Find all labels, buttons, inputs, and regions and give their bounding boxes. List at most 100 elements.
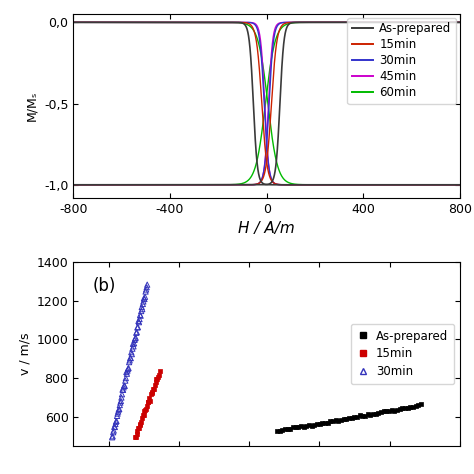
30min <box>117 397 125 405</box>
As-prepared <box>273 427 281 435</box>
As-prepared <box>445 19 451 25</box>
30min <box>122 374 129 382</box>
60min <box>71 182 76 188</box>
15min <box>134 427 141 435</box>
As-prepared <box>369 410 377 417</box>
15min <box>457 19 463 25</box>
15min <box>146 394 153 401</box>
Legend: As-prepared, 15min, 30min: As-prepared, 15min, 30min <box>351 324 454 384</box>
As-prepared <box>410 403 417 410</box>
As-prepared <box>71 182 76 188</box>
30min <box>125 365 132 372</box>
Line: 15min: 15min <box>73 22 460 185</box>
30min <box>236 182 242 188</box>
15min <box>156 367 164 375</box>
30min <box>132 329 140 337</box>
30min <box>120 383 128 391</box>
30min <box>351 19 357 25</box>
As-prepared <box>335 417 342 425</box>
30min <box>124 367 131 374</box>
30min <box>133 328 141 336</box>
As-prepared <box>396 405 403 413</box>
As-prepared <box>346 414 353 421</box>
As-prepared <box>313 420 321 428</box>
30min <box>143 283 150 291</box>
As-prepared <box>374 410 382 417</box>
30min <box>128 348 135 356</box>
30min <box>116 401 124 409</box>
30min <box>131 336 138 344</box>
15min <box>135 424 143 432</box>
45min <box>445 19 451 25</box>
60min <box>254 158 260 164</box>
As-prepared <box>385 407 393 415</box>
As-prepared <box>380 408 388 415</box>
As-prepared <box>415 401 422 409</box>
As-prepared <box>367 411 374 419</box>
30min <box>144 281 151 289</box>
30min <box>130 343 137 350</box>
30min <box>139 300 146 308</box>
As-prepared <box>233 182 238 188</box>
15min <box>155 371 163 379</box>
45min <box>233 182 238 188</box>
30min <box>109 428 117 436</box>
30min <box>445 19 451 25</box>
15min <box>153 375 160 383</box>
30min <box>119 386 127 393</box>
45min <box>71 182 76 188</box>
30min <box>457 19 463 25</box>
As-prepared <box>351 19 357 25</box>
As-prepared <box>372 410 380 418</box>
30min <box>141 293 149 301</box>
15min <box>144 398 151 406</box>
15min <box>148 388 156 395</box>
30min <box>71 182 76 188</box>
15min <box>152 379 159 386</box>
15min <box>254 181 260 187</box>
Y-axis label: M/Mₛ: M/Mₛ <box>26 91 38 121</box>
30min <box>114 410 121 418</box>
As-prepared <box>340 415 347 423</box>
15min <box>133 430 140 438</box>
15min <box>151 381 158 389</box>
30min <box>123 370 131 377</box>
15min <box>143 402 151 410</box>
As-prepared <box>295 424 302 431</box>
30min <box>121 377 129 384</box>
As-prepared <box>279 426 286 434</box>
30min <box>137 311 144 319</box>
45min <box>342 19 348 25</box>
30min <box>128 345 136 353</box>
30min <box>130 339 138 347</box>
60min <box>457 19 463 25</box>
15min <box>137 420 144 428</box>
Line: 60min: 60min <box>73 22 460 185</box>
As-prepared <box>351 413 358 421</box>
As-prepared <box>303 422 310 430</box>
X-axis label: H / A/m: H / A/m <box>238 221 295 236</box>
As-prepared <box>383 407 390 415</box>
30min <box>135 319 143 326</box>
15min <box>445 19 451 25</box>
As-prepared <box>332 417 339 424</box>
Line: As-prepared: As-prepared <box>73 22 460 185</box>
As-prepared <box>327 417 334 424</box>
30min <box>132 334 139 341</box>
15min <box>351 19 357 25</box>
30min <box>110 427 118 434</box>
30min <box>118 386 126 393</box>
30min <box>121 382 128 390</box>
30min <box>120 382 128 389</box>
15min <box>426 19 432 25</box>
As-prepared <box>401 404 409 411</box>
15min <box>141 406 149 414</box>
30min <box>124 365 132 373</box>
As-prepared <box>337 416 345 424</box>
As-prepared <box>329 417 337 425</box>
30min <box>134 323 142 331</box>
30min <box>134 324 141 331</box>
30min <box>118 391 126 398</box>
15min <box>154 375 161 383</box>
30min <box>426 19 432 25</box>
